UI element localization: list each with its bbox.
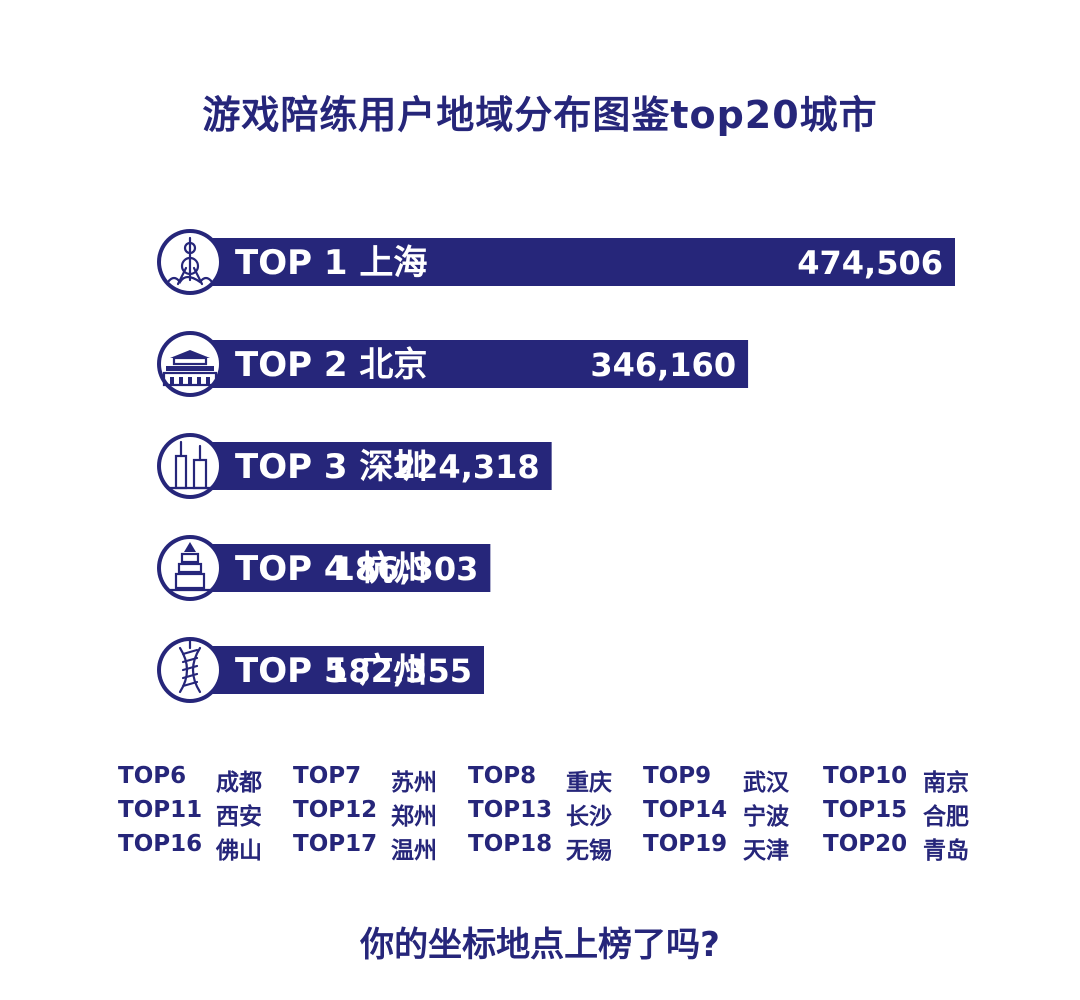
bar-label-2: TOP 2 北京 bbox=[235, 345, 427, 385]
ranking-city: 成都 bbox=[216, 770, 262, 796]
ranking-rank: TOP10 bbox=[823, 763, 908, 789]
ranking-city: 佛山 bbox=[216, 838, 262, 864]
bar-label-4: TOP 4 杭州 bbox=[235, 549, 427, 589]
ranking-rank: TOP17 bbox=[293, 831, 378, 857]
ranking-city: 青岛 bbox=[923, 838, 969, 864]
bar-1 bbox=[190, 238, 955, 286]
ranking-rank: TOP14 bbox=[643, 797, 728, 823]
ranking-item: TOP17 温州 bbox=[293, 831, 468, 865]
ranking-rank: TOP19 bbox=[643, 831, 728, 857]
bar-3 bbox=[190, 442, 552, 490]
bar-value-2: 346,160 bbox=[590, 346, 736, 384]
bar-2 bbox=[190, 340, 749, 388]
ranking-item: TOP9 武汉 bbox=[643, 763, 823, 797]
more-cities-list: TOP6 成都 TOP7 苏州 TOP8 重庆 TOP9 武汉 TOP10 南京 TOP11 西安 TO… bbox=[118, 763, 1008, 865]
ping-an-tower-icon bbox=[166, 440, 214, 490]
ranking-rank: TOP18 bbox=[468, 831, 553, 857]
ranking-city: 温州 bbox=[391, 838, 437, 864]
ranking-rank: TOP12 bbox=[293, 797, 378, 823]
bar-value-1: 474,506 bbox=[797, 244, 943, 282]
page-title: 游戏陪练用户地域分布图鉴top20城市 bbox=[202, 93, 878, 137]
ranking-city: 重庆 bbox=[566, 770, 612, 796]
leifeng-pagoda-icon bbox=[168, 542, 212, 592]
ranking-city: 苏州 bbox=[391, 770, 437, 796]
bar-label-5: TOP 5 广州 bbox=[235, 651, 427, 691]
ranking-item: TOP14 宁波 bbox=[643, 797, 823, 831]
footer-question: 你的坐标地点上榜了吗? bbox=[360, 925, 720, 965]
oriental-pearl-tower-icon bbox=[166, 236, 214, 286]
ranking-city: 宁波 bbox=[743, 804, 789, 830]
ranking-city: 武汉 bbox=[743, 770, 789, 796]
tiananmen-gate-icon bbox=[162, 350, 218, 387]
bar-label-1: TOP 1 上海 bbox=[235, 243, 427, 283]
ranking-item: TOP20 青岛 bbox=[823, 831, 1003, 865]
ranking-rank: TOP9 bbox=[643, 763, 712, 789]
bar-label-3: TOP 3 深圳 bbox=[235, 447, 427, 487]
ranking-item: TOP16 佛山 bbox=[118, 831, 293, 865]
ranking-item: TOP7 苏州 bbox=[293, 763, 468, 797]
ranking-rank: TOP7 bbox=[293, 763, 362, 789]
bar-5 bbox=[190, 646, 484, 694]
ranking-rank: TOP15 bbox=[823, 797, 908, 823]
ranking-item: TOP13 长沙 bbox=[468, 797, 643, 831]
ranking-city: 西安 bbox=[216, 804, 262, 830]
bar-chart: TOP 1 上海 474,506 TOP 2 北京 346,160 TOP 3 深圳22… bbox=[157, 229, 955, 703]
ranking-item: TOP6 成都 bbox=[118, 763, 293, 797]
canton-tower-icon bbox=[178, 638, 202, 694]
ranking-rank: TOP8 bbox=[468, 763, 537, 789]
bar-4 bbox=[190, 544, 491, 592]
ranking-item: TOP12 郑州 bbox=[293, 797, 468, 831]
ranking-item: TOP19 天津 bbox=[643, 831, 823, 865]
ranking-city: 长沙 bbox=[566, 804, 612, 830]
icon-badge-inner-3 bbox=[161, 437, 219, 495]
bar-value-4: 186,303 bbox=[333, 550, 479, 588]
bar-value-5: 182,355 bbox=[326, 652, 472, 690]
icon-badge-inner-5 bbox=[161, 641, 219, 699]
ranking-city: 无锡 bbox=[566, 838, 612, 864]
ranking-rank: TOP16 bbox=[118, 831, 203, 857]
ranking-item: TOP11 西安 bbox=[118, 797, 293, 831]
ranking-city: 郑州 bbox=[391, 804, 437, 830]
ranking-city: 天津 bbox=[743, 838, 789, 864]
ranking-item: TOP8 重庆 bbox=[468, 763, 643, 797]
ranking-city: 合肥 bbox=[923, 804, 969, 830]
ranking-city: 南京 bbox=[923, 770, 969, 796]
ranking-rank: TOP6 bbox=[118, 763, 187, 789]
ranking-item: TOP18 无锡 bbox=[468, 831, 643, 865]
ranking-item: TOP15 合肥 bbox=[823, 797, 1003, 831]
ranking-item: TOP10 南京 bbox=[823, 763, 1003, 797]
bar-value-3: 224,318 bbox=[394, 448, 540, 486]
ranking-rank: TOP20 bbox=[823, 831, 908, 857]
ranking-rank: TOP13 bbox=[468, 797, 553, 823]
ranking-rank: TOP11 bbox=[118, 797, 203, 823]
